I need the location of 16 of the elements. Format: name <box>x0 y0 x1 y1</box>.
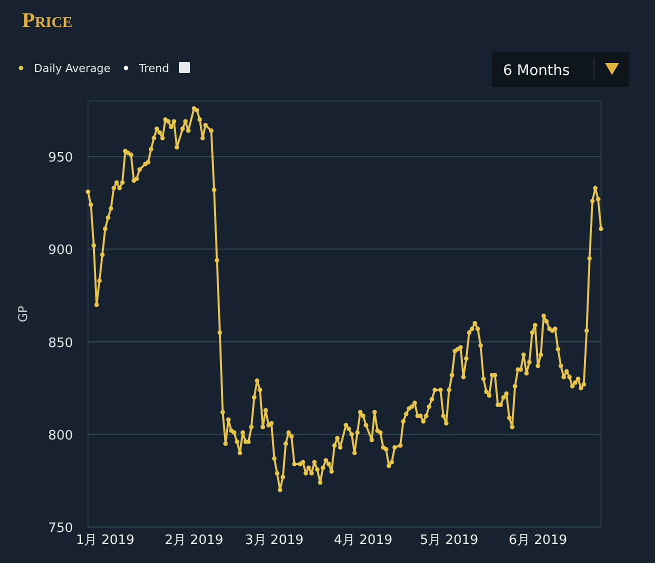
legend-label: Daily Average <box>34 62 111 75</box>
dropdown: 6 Months <box>492 52 629 87</box>
y-tick-label: 850 <box>48 336 73 351</box>
x-tick-label: 2月 2019 <box>164 533 224 548</box>
x-tick-label: 4月 2019 <box>334 533 392 548</box>
chart-title: Price <box>22 8 72 32</box>
x-tick-label: 1月 2019 <box>76 533 134 548</box>
x-tick-label: 5月 2019 <box>420 533 478 548</box>
y-tick-label: 900 <box>48 243 73 258</box>
y-tick-label: 750 <box>48 521 73 536</box>
x-tick-label: 3月 2019 <box>245 533 304 548</box>
y-tick-label: 800 <box>48 428 73 444</box>
legend-label: Trend <box>138 62 170 75</box>
y-tick-label: 950 <box>48 150 73 166</box>
y-axis-title: GP <box>16 306 30 322</box>
x-tick-label: 6月 2019 <box>508 533 568 548</box>
